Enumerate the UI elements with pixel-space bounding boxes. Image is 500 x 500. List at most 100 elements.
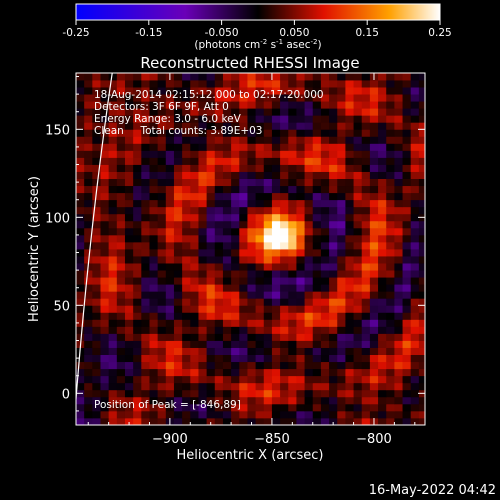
- heatmap-cell: [239, 157, 248, 165]
- heatmap-cell: [296, 164, 305, 172]
- heatmap-cell: [320, 185, 330, 194]
- heatmap-cell: [345, 220, 354, 229]
- heatmap-cell: [182, 319, 191, 327]
- heatmap-cell: [418, 87, 425, 95]
- heatmap-cell: [271, 115, 281, 123]
- heatmap-cell: [124, 136, 134, 144]
- heatmap-cell: [222, 291, 232, 299]
- heatmap-cell: [410, 157, 420, 165]
- heatmap-cell: [263, 256, 273, 264]
- heatmap-cell: [402, 227, 412, 236]
- heatmap-cell: [173, 171, 183, 179]
- heatmap-cell: [312, 333, 322, 341]
- heatmap-cell: [231, 150, 240, 158]
- heatmap-cell: [418, 80, 425, 88]
- heatmap-cell: [239, 382, 248, 391]
- heatmap-cell: [410, 354, 420, 363]
- heatmap-cell: [296, 199, 305, 208]
- heatmap-cell: [361, 298, 371, 306]
- heatmap-cell: [263, 185, 273, 194]
- heatmap-cell: [116, 256, 126, 264]
- heatmap-cell: [255, 213, 265, 222]
- heatmap-cell: [386, 206, 395, 215]
- heatmap-cell: [92, 333, 101, 341]
- heatmap-cell: [76, 108, 85, 116]
- heatmap-cell: [190, 129, 199, 137]
- heatmap-cell: [320, 368, 330, 377]
- heatmap-cell: [124, 382, 134, 391]
- heatmap-cell: [271, 87, 281, 95]
- heatmap-cell: [386, 171, 395, 179]
- heatmap-cell: [304, 143, 314, 151]
- heatmap-cell: [263, 361, 273, 370]
- heatmap-cell: [394, 312, 403, 320]
- x-axis-ticks: −900 −850 −800: [87, 73, 416, 447]
- heatmap-cell: [353, 284, 363, 292]
- heatmap-cell: [353, 368, 363, 377]
- heatmap-cell: [337, 340, 346, 348]
- heatmap-cell: [190, 157, 199, 165]
- heatmap-cell: [108, 256, 118, 264]
- heatmap-cell: [108, 185, 118, 194]
- heatmap-cell: [206, 129, 216, 137]
- heatmap-cell: [76, 178, 85, 187]
- heatmap-cell: [100, 277, 110, 285]
- heatmap-cell: [116, 403, 126, 412]
- heatmap-cell: [394, 234, 403, 243]
- heatmap-cell: [108, 220, 118, 229]
- heatmap-cell: [255, 291, 265, 299]
- heatmap-cell: [76, 333, 85, 341]
- heatmap-cell: [108, 368, 118, 377]
- heatmap-cell: [231, 122, 240, 130]
- heatmap-cell: [280, 256, 289, 264]
- heatmap-cell: [84, 319, 93, 327]
- heatmap-cell: [198, 164, 208, 172]
- heatmap-cell: [369, 206, 379, 215]
- heatmap-cell: [271, 101, 281, 109]
- heatmap-cell: [173, 410, 183, 419]
- heatmap-cell: [280, 108, 289, 116]
- heatmap-cell: [222, 122, 232, 130]
- heatmap-cell: [312, 326, 322, 334]
- heatmap-cell: [173, 192, 183, 201]
- heatmap-cell: [369, 157, 379, 165]
- heatmap-cell: [386, 347, 395, 355]
- heatmap-cell: [108, 340, 118, 348]
- heatmap-cell: [296, 354, 305, 363]
- heatmap-cell: [353, 178, 363, 187]
- heatmap-cell: [133, 87, 142, 95]
- heatmap-cell: [100, 347, 110, 355]
- heatmap-cell: [165, 234, 175, 243]
- heatmap-cell: [222, 340, 232, 348]
- heatmap-cell: [353, 150, 363, 158]
- heatmap-cell: [263, 368, 273, 377]
- heatmap-cell: [288, 284, 297, 292]
- heatmap-cell: [255, 361, 265, 370]
- heatmap-cell: [198, 326, 208, 334]
- heatmap-cell: [304, 213, 314, 222]
- heatmap-cell: [141, 136, 150, 144]
- heatmap-cell: [190, 382, 199, 391]
- heatmap-cell: [247, 108, 256, 116]
- heatmap-cell: [329, 347, 338, 355]
- heatmap-cell: [304, 220, 314, 229]
- heatmap-cell: [329, 256, 338, 264]
- heatmap-cell: [222, 375, 232, 384]
- heatmap-cell: [418, 333, 425, 341]
- heatmap-cell: [329, 94, 338, 102]
- heatmap-cell: [353, 382, 363, 391]
- heatmap-cell: [214, 101, 224, 109]
- heatmap-cell: [165, 115, 175, 123]
- heatmap-cell: [320, 94, 330, 102]
- heatmap-cell: [353, 389, 363, 398]
- heatmap-cell: [214, 192, 224, 201]
- heatmap-cell: [76, 277, 85, 285]
- annotation-time-range: 18-Aug-2014 02:15:12.000 to 02:17:20.000: [94, 89, 324, 101]
- heatmap-cell: [149, 220, 159, 229]
- heatmap-cell: [190, 375, 199, 384]
- heatmap-cell: [239, 319, 248, 327]
- heatmap-cell: [402, 361, 412, 370]
- heatmap-cell: [271, 291, 281, 299]
- heatmap-cell: [312, 368, 322, 377]
- heatmap-cell: [141, 291, 150, 299]
